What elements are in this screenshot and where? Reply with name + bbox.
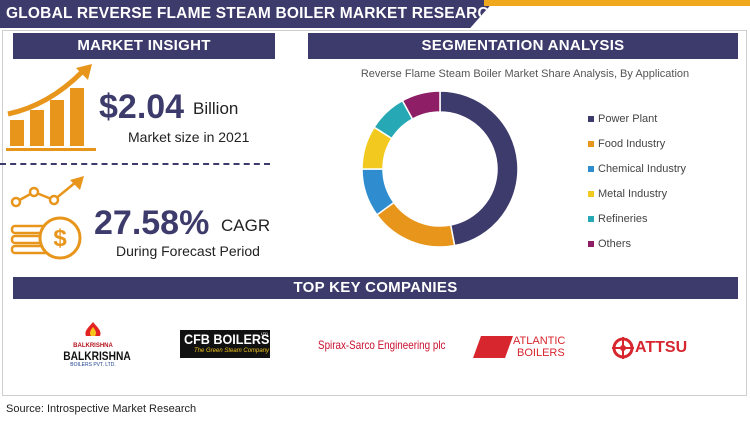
market-size-unit: Billion: [193, 99, 239, 118]
cfb-logo-name: CFB BOILERS: [184, 331, 270, 347]
title-accent-bar: [484, 0, 750, 6]
legend-swatch: [588, 115, 594, 122]
cagr-unit: CAGR: [221, 216, 271, 235]
cfb-boilers-logo: CFB BOILERS LTD The Green Steam Company: [180, 330, 270, 358]
legend-item: Chemical Industry: [588, 156, 686, 181]
legend-label: Food Industry: [598, 137, 666, 150]
legend-label: Chemical Industry: [598, 162, 687, 175]
legend-label: Others: [598, 237, 632, 250]
legend-swatch: [588, 140, 594, 147]
source-note: Source: Introspective Market Research: [6, 403, 197, 415]
legend-swatch: [588, 165, 594, 172]
atlantic-boilers-logo: ATLANTIC BOILERS: [473, 333, 568, 363]
legend-swatch: [588, 190, 594, 197]
growth-bar-chart-icon: [6, 64, 96, 151]
legend-swatch: [588, 240, 594, 247]
top-companies-header: TOP KEY COMPANIES: [13, 277, 738, 299]
donut-slice-power-plant: [439, 90, 519, 247]
attsu-logo: ATTSU: [612, 336, 687, 360]
content-frame: [2, 30, 747, 396]
atlantic-logo-line2: BOILERS: [517, 347, 565, 359]
application-share-donut-chart: [361, 90, 519, 248]
atlantic-logo-line1: ATLANTIC: [513, 335, 566, 347]
legend-swatch: [588, 215, 594, 222]
svg-text:$: $: [53, 225, 67, 252]
legend-label: Metal Industry: [598, 187, 668, 200]
legend-item: Food Industry: [588, 131, 686, 156]
flame-emblem-icon: [85, 322, 101, 336]
legend-item: Metal Industry: [588, 181, 686, 206]
cfb-logo-mark: LTD: [260, 331, 268, 336]
market-size-caption: Market size in 2021: [128, 129, 250, 145]
legend-label: Power Plant: [598, 112, 658, 125]
report-title: GLOBAL REVERSE FLAME STEAM BOILER MARKET…: [0, 0, 495, 28]
legend-label: Refineries: [598, 212, 648, 225]
cagr-caption: During Forecast Period: [116, 243, 260, 259]
chart-title: Reverse Flame Steam Boiler Market Share …: [360, 68, 690, 80]
market-insight-header: MARKET INSIGHT: [13, 33, 275, 59]
cfb-logo-tagline: The Green Steam Company: [194, 348, 270, 354]
donut-slice-food-industry: [375, 201, 456, 248]
balkrishna-logo: BALKRISHNA BALKRISHNA BOILERS PVT. LTD.: [58, 322, 131, 368]
segmentation-header: SEGMENTATION ANALYSIS: [308, 33, 738, 59]
atlantic-wing-icon: [473, 336, 513, 358]
spirax-sarco-logo: Spirax-Sarco Engineering plc: [318, 338, 446, 352]
donut-slice-others: [401, 90, 441, 121]
attsu-gear-icon: [612, 337, 634, 359]
balkrishna-logo-sub: BOILERS PVT. LTD.: [70, 362, 116, 368]
legend-item: Others: [588, 231, 686, 256]
dollar-coin-stack-icon: $: [10, 176, 84, 260]
balkrishna-logo-name: BALKRISHNA: [63, 349, 131, 363]
balkrishna-logo-top: BALKRISHNA: [73, 343, 113, 349]
market-size-value: $2.04: [99, 88, 185, 126]
dashed-divider: [0, 163, 270, 165]
legend-item: Refineries: [588, 206, 686, 231]
legend-item: Power Plant: [588, 106, 686, 131]
chart-legend: Power Plant Food Industry Chemical Industr…: [588, 106, 686, 256]
attsu-logo-name: ATTSU: [635, 339, 688, 356]
cagr-value: 27.58%: [94, 204, 210, 242]
